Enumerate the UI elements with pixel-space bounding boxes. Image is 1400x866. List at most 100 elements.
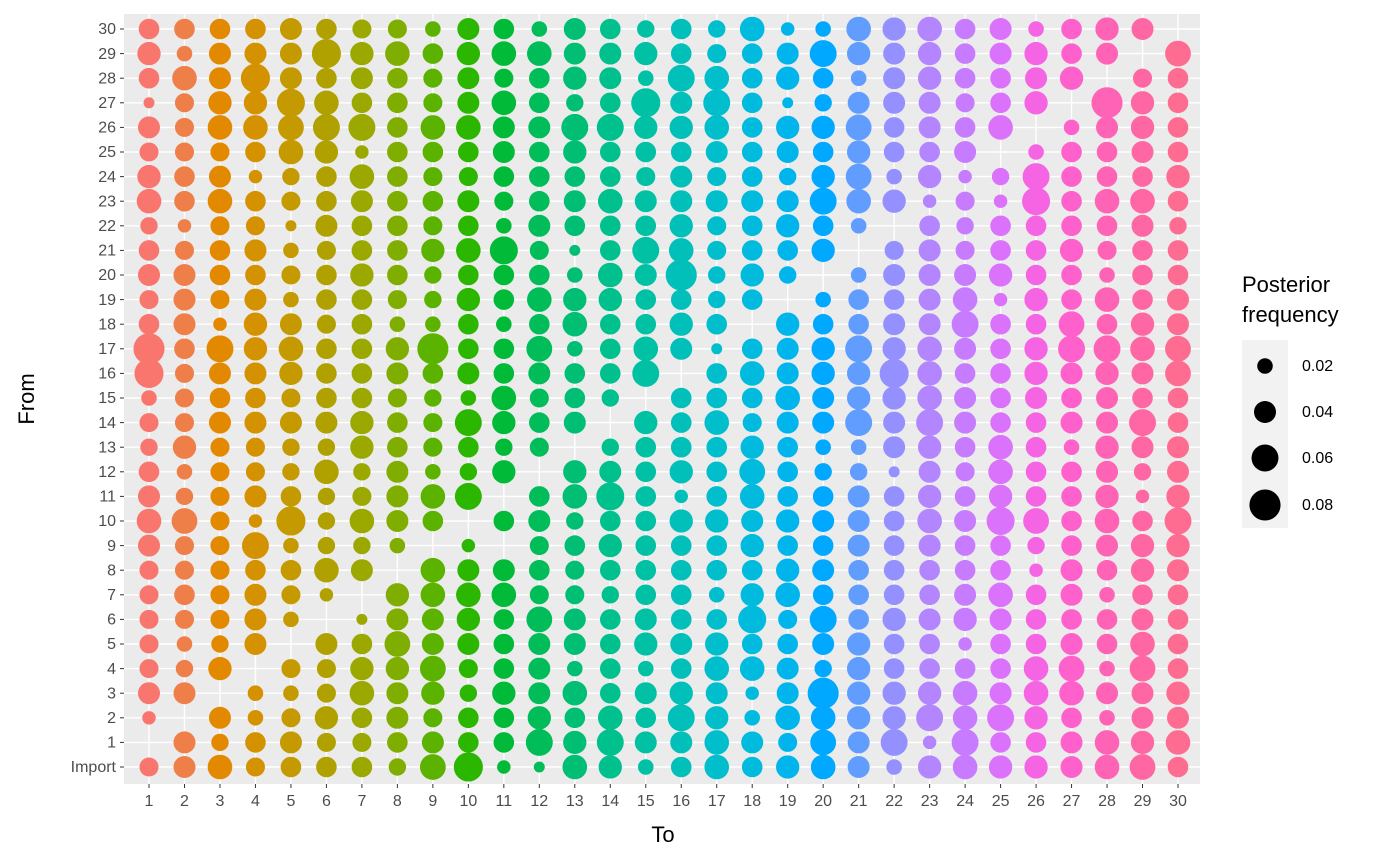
bubble — [350, 559, 373, 582]
bubble — [1167, 436, 1189, 459]
bubble — [988, 263, 1013, 287]
bubble — [888, 466, 900, 478]
bubble — [210, 462, 230, 482]
bubble — [1096, 313, 1118, 335]
bubble — [175, 659, 194, 678]
bubble — [952, 705, 978, 731]
bubble — [1024, 706, 1048, 730]
bubble — [954, 141, 977, 163]
bubble — [140, 217, 158, 235]
bubble — [704, 656, 730, 681]
bubble — [815, 439, 831, 455]
bubble — [210, 536, 230, 556]
bubble — [174, 560, 195, 580]
bubble — [810, 705, 836, 731]
y-tick-label: 4 — [107, 661, 116, 678]
bubble — [744, 710, 760, 726]
bubble — [1094, 188, 1120, 214]
bubble — [1132, 584, 1153, 606]
bubble — [1166, 533, 1190, 558]
bubble — [350, 410, 374, 435]
bubble — [1063, 439, 1080, 455]
bubble — [741, 190, 764, 213]
bubble — [812, 633, 835, 655]
bubble — [882, 337, 906, 361]
bubble — [317, 487, 336, 506]
bubble — [670, 91, 693, 114]
bubble — [278, 336, 304, 362]
bubble — [174, 93, 195, 113]
legend-label: 0.04 — [1302, 404, 1333, 421]
x-tick-label: 21 — [850, 793, 868, 810]
bubble — [599, 510, 621, 532]
bubble — [314, 706, 339, 730]
bubble — [1166, 484, 1190, 509]
bubble — [1167, 460, 1189, 483]
bubble — [1094, 508, 1120, 534]
bubble — [1167, 92, 1189, 114]
bubble — [210, 216, 230, 236]
bubble — [453, 752, 483, 782]
bubble — [599, 42, 622, 65]
bubble — [562, 311, 588, 337]
bubble — [493, 732, 515, 753]
bubble — [279, 67, 302, 90]
bubble — [174, 142, 195, 162]
bubble — [634, 608, 657, 631]
bubble — [245, 141, 266, 163]
bubble — [669, 681, 693, 705]
bubble — [387, 436, 408, 458]
bubble — [1130, 312, 1155, 336]
bubble — [351, 756, 373, 778]
bubble — [528, 657, 551, 680]
bubble — [635, 289, 657, 310]
legend-label: 0.08 — [1302, 497, 1333, 514]
bubble — [916, 704, 944, 732]
bubble — [316, 289, 337, 310]
bubble — [355, 145, 369, 159]
bubble — [244, 485, 267, 508]
bubble — [599, 460, 622, 483]
bubble — [139, 659, 159, 679]
bubble — [211, 733, 229, 752]
bubble — [279, 731, 302, 754]
bubble — [1059, 680, 1084, 706]
bubble — [244, 288, 267, 311]
bubble — [951, 728, 979, 756]
x-tick-label: 26 — [1027, 793, 1045, 810]
x-tick-label: 28 — [1098, 793, 1116, 810]
bubble — [956, 217, 974, 235]
bubble — [778, 266, 797, 284]
bubble — [597, 262, 623, 288]
bubble — [527, 41, 552, 66]
bubble — [139, 413, 159, 433]
bubble — [1096, 411, 1119, 434]
bubble — [529, 240, 549, 260]
bubble — [711, 343, 723, 355]
bubble — [351, 92, 373, 114]
bubble — [1025, 486, 1047, 507]
x-tick-label: 17 — [708, 793, 726, 810]
bubble — [1129, 409, 1156, 437]
bubble — [1130, 631, 1155, 657]
legend-key — [1257, 358, 1273, 374]
bubble — [210, 290, 230, 310]
bubble — [883, 313, 906, 336]
bubble — [458, 659, 478, 679]
bubble — [809, 187, 837, 215]
bubble — [1132, 68, 1153, 88]
bubble — [526, 606, 553, 633]
bubble — [1131, 682, 1154, 705]
bubble — [244, 633, 267, 655]
bubble — [316, 659, 336, 679]
bubble — [634, 264, 657, 286]
bubble — [458, 141, 479, 163]
bubble — [846, 706, 871, 730]
bubble — [990, 732, 1011, 753]
bubble — [952, 287, 978, 312]
bubble — [847, 510, 870, 532]
bubble — [848, 289, 869, 310]
bubble — [138, 67, 160, 89]
bubble — [739, 361, 765, 386]
bubble — [142, 711, 156, 725]
